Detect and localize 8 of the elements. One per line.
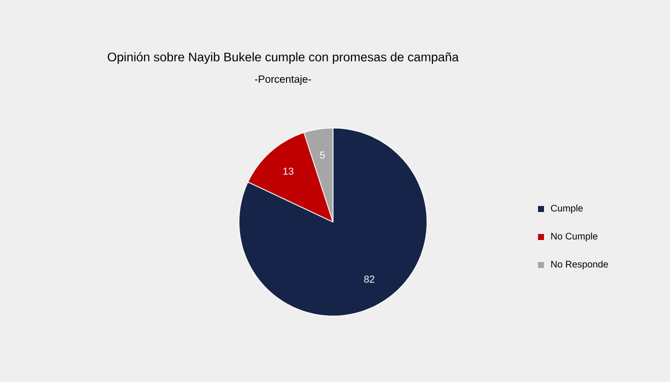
legend-label: No Responde (551, 260, 608, 270)
data-label: 82 (364, 276, 374, 283)
chart-title: Opinión sobre Nayib Bukele cumple con promesas de campaña (108, 52, 459, 64)
legend-label: No Cumple (551, 232, 598, 242)
chart-subtitle: -Porcentaje- (254, 75, 312, 85)
data-label: 13 (283, 168, 294, 175)
data-label: 5 (320, 152, 325, 159)
legend-label: Cumple (551, 204, 583, 214)
